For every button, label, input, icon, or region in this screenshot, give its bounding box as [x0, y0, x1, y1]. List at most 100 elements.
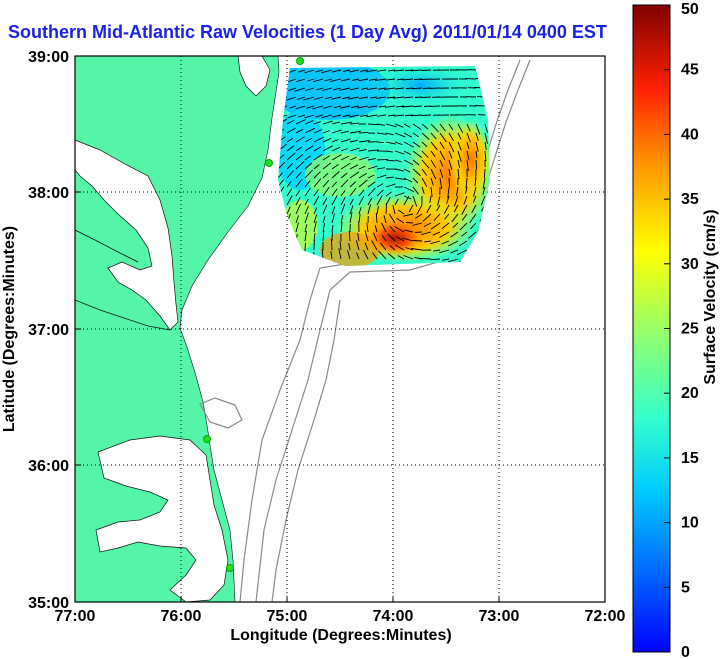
velocity-vector [463, 195, 468, 205]
velocity-vector [459, 240, 468, 247]
velocity-vector [322, 155, 330, 161]
velocity-vector [395, 87, 405, 90]
velocity-vector [340, 190, 346, 197]
velocity-vector [304, 242, 306, 251]
x-tick-label: 73:00 [479, 608, 520, 625]
velocity-vector [422, 213, 432, 222]
velocity-vector [322, 186, 330, 197]
velocity-vector [421, 123, 429, 130]
velocity-vector [403, 132, 413, 138]
colorbar-tick-label: 25 [681, 321, 699, 338]
velocity-vector [376, 96, 387, 99]
velocity-vector [466, 159, 469, 171]
velocity-vector [412, 177, 419, 184]
velocity-vector [396, 217, 405, 224]
station-marker [203, 435, 211, 443]
x-axis-label: Longitude (Degrees:Minutes) [230, 627, 451, 644]
velocity-vector [304, 145, 314, 152]
velocity-vector [385, 183, 396, 188]
velocity-vector [340, 130, 349, 134]
velocity-vector [321, 69, 333, 74]
velocity-vector [331, 213, 336, 224]
velocity-vector [358, 189, 365, 197]
velocity-vector [331, 139, 339, 143]
velocity-vector [341, 78, 351, 82]
velocity-vector [461, 204, 468, 215]
velocity-vector [430, 177, 434, 186]
velocity-vector [358, 195, 365, 206]
velocity-vector [453, 204, 459, 213]
velocity-vector [420, 96, 432, 99]
velocity-vector [432, 231, 441, 236]
velocity-vector [286, 188, 293, 197]
velocity-vector [421, 141, 428, 148]
velocity-vector [376, 174, 387, 179]
velocity-vector [410, 114, 423, 117]
velocity-vector [471, 204, 477, 214]
velocity-vector [304, 127, 316, 134]
velocity-vector [295, 171, 302, 179]
velocity-vector [430, 240, 441, 245]
velocity-vector [331, 121, 340, 125]
velocity-vector [392, 205, 396, 215]
velocity-vector [286, 163, 294, 170]
y-tick-label: 35:00 [28, 595, 69, 612]
velocity-vector [385, 191, 392, 197]
velocity-vector [459, 222, 468, 231]
velocity-vector [380, 242, 387, 251]
velocity-vector [369, 78, 378, 81]
velocity-vector [430, 159, 437, 168]
velocity-vector [404, 69, 414, 72]
colorbar-tick-label: 0 [681, 644, 690, 659]
colorbar-tick-label: 5 [681, 579, 690, 596]
velocity-vector [295, 203, 301, 215]
velocity-vector [342, 96, 351, 100]
velocity-vector [358, 214, 361, 224]
velocity-vector [388, 213, 396, 224]
velocity-vector [367, 158, 376, 161]
velocity-vector [286, 195, 293, 206]
velocity-vector [430, 150, 436, 157]
velocity-vector [307, 78, 315, 82]
velocity-vector [381, 222, 387, 233]
velocity-vector [403, 159, 414, 165]
velocity-vector [357, 105, 369, 109]
velocity-vector [321, 114, 333, 119]
velocity-vector [468, 231, 477, 239]
velocity-vector [333, 87, 342, 91]
river-potomac [75, 229, 139, 263]
velocity-vector [367, 165, 378, 170]
velocity-vector [448, 150, 453, 159]
velocity-vector [286, 137, 294, 143]
velocity-vector [349, 156, 357, 161]
velocity-vector [322, 197, 328, 206]
velocity-vector [377, 114, 387, 117]
map-title: Southern Mid-Atlantic Raw Velocities (1 … [8, 22, 607, 42]
velocity-vector [475, 159, 478, 170]
velocity-vector [340, 162, 351, 170]
velocity-vector [304, 224, 308, 233]
velocity-vector [385, 123, 397, 128]
velocity-vector [312, 105, 324, 110]
velocity-vector [457, 132, 462, 140]
velocity-vector [412, 105, 423, 108]
velocity-vector [412, 186, 419, 195]
velocity-vector [343, 69, 351, 72]
velocity-vector [358, 140, 370, 143]
velocity-vector [394, 132, 406, 138]
velocity-vector [323, 105, 333, 109]
colorbar-tick-label: 15 [681, 450, 699, 467]
velocity-vector [295, 196, 301, 206]
velocity-vector [430, 168, 437, 180]
pamlico-sound [95, 435, 229, 602]
colorbar [632, 4, 671, 653]
velocity-vector [387, 233, 396, 242]
velocity-vector [376, 183, 384, 188]
velocity-vector [397, 255, 405, 260]
velocity-vector [358, 131, 369, 134]
colorbar-tick-label: 30 [681, 256, 699, 273]
velocity-vector [415, 213, 423, 219]
velocity-vector [374, 225, 378, 233]
velocity-vector [385, 141, 396, 145]
